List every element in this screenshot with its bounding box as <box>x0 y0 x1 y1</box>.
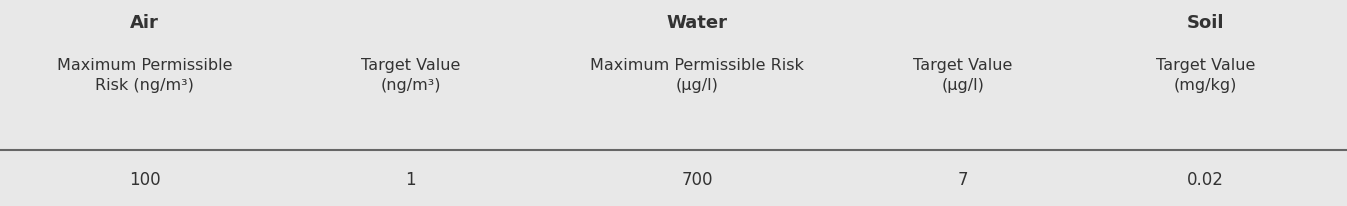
Text: 7: 7 <box>958 170 968 188</box>
Text: 700: 700 <box>682 170 713 188</box>
Text: Water: Water <box>667 14 727 32</box>
Text: 1: 1 <box>405 170 416 188</box>
Text: Soil: Soil <box>1187 14 1224 32</box>
Text: 100: 100 <box>129 170 160 188</box>
Text: Target Value
(mg/kg): Target Value (mg/kg) <box>1156 58 1255 92</box>
Text: Target Value
(μg/l): Target Value (μg/l) <box>913 58 1013 92</box>
Text: Maximum Permissible Risk
(μg/l): Maximum Permissible Risk (μg/l) <box>590 58 804 92</box>
Text: Maximum Permissible
Risk (ng/m³): Maximum Permissible Risk (ng/m³) <box>57 58 233 92</box>
Text: 0.02: 0.02 <box>1187 170 1224 188</box>
Text: Target Value
(ng/m³): Target Value (ng/m³) <box>361 58 461 92</box>
Text: Air: Air <box>131 14 159 32</box>
